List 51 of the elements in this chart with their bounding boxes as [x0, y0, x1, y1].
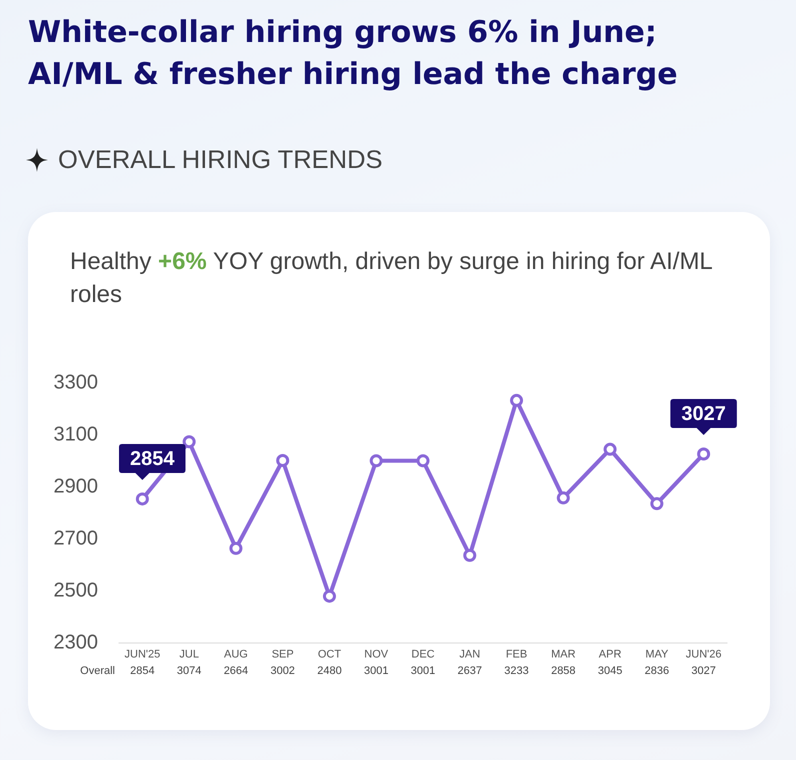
chart-title: White-collar hiring grows 6% in June; AI/ML & fresher hiring lead the charge: [28, 14, 679, 94]
x-tick-label: FEB: [506, 648, 528, 661]
point: [322, 590, 336, 603]
y-tick-label: 3300: [54, 372, 98, 394]
data-label: 3233: [504, 665, 529, 678]
x-tick-label: JUN'26: [686, 648, 722, 661]
y-tick-label: 3100: [54, 424, 98, 446]
point: [650, 497, 664, 510]
y-tick-label: 2700: [54, 528, 98, 550]
point: [182, 435, 196, 448]
point: [229, 542, 242, 555]
point: [697, 447, 710, 460]
data-label: 3074: [176, 665, 202, 678]
point: [510, 394, 524, 407]
point: [556, 491, 570, 504]
x-tick-label: JAN: [459, 648, 480, 661]
annotation: 2854: [130, 448, 176, 470]
y-tick-label: 2900: [54, 476, 98, 498]
x-tick-label: NOV: [364, 648, 389, 661]
x-tick-label: OCT: [318, 648, 342, 661]
point: [463, 548, 476, 562]
data-label: 3001: [364, 665, 388, 678]
data-label: 3002: [270, 665, 295, 678]
x-tick-label: DEC: [411, 648, 435, 661]
data-label: 2858: [551, 665, 576, 678]
data-label: 2854: [130, 665, 155, 678]
data-label: 2480: [317, 665, 342, 678]
text: Healthy +6% YOY growth, driven by surge in hiring for AI/ML roles: [70, 248, 712, 308]
annotation: 3027: [681, 402, 726, 425]
x-tick-label: MAY: [645, 648, 670, 661]
x-tick-label: APR: [598, 648, 622, 661]
x-tick-label: JUN'25: [124, 648, 160, 661]
data-label: 3045: [598, 665, 622, 678]
x-tick-label: MAR: [551, 648, 576, 661]
x-tick-label: AUG: [224, 648, 248, 661]
data-label: 2637: [458, 665, 482, 678]
point: [136, 492, 149, 506]
point: [370, 454, 383, 468]
data-label: 3027: [691, 665, 716, 678]
data-label: 3001: [410, 665, 436, 678]
point: [276, 454, 290, 467]
x-tick-label: JUL: [179, 648, 199, 661]
point: [604, 442, 617, 456]
chart-subtitle: OVERALL HIRING TRENDS: [58, 146, 382, 174]
data-label: 2664: [224, 665, 248, 678]
data-label: 2836: [644, 665, 670, 678]
y-tick-label: 2500: [54, 580, 98, 602]
point: [416, 454, 430, 468]
text: Overall: [80, 665, 115, 678]
y-tick-label: 2300: [54, 632, 98, 654]
x-tick-label: SEP: [272, 648, 294, 661]
